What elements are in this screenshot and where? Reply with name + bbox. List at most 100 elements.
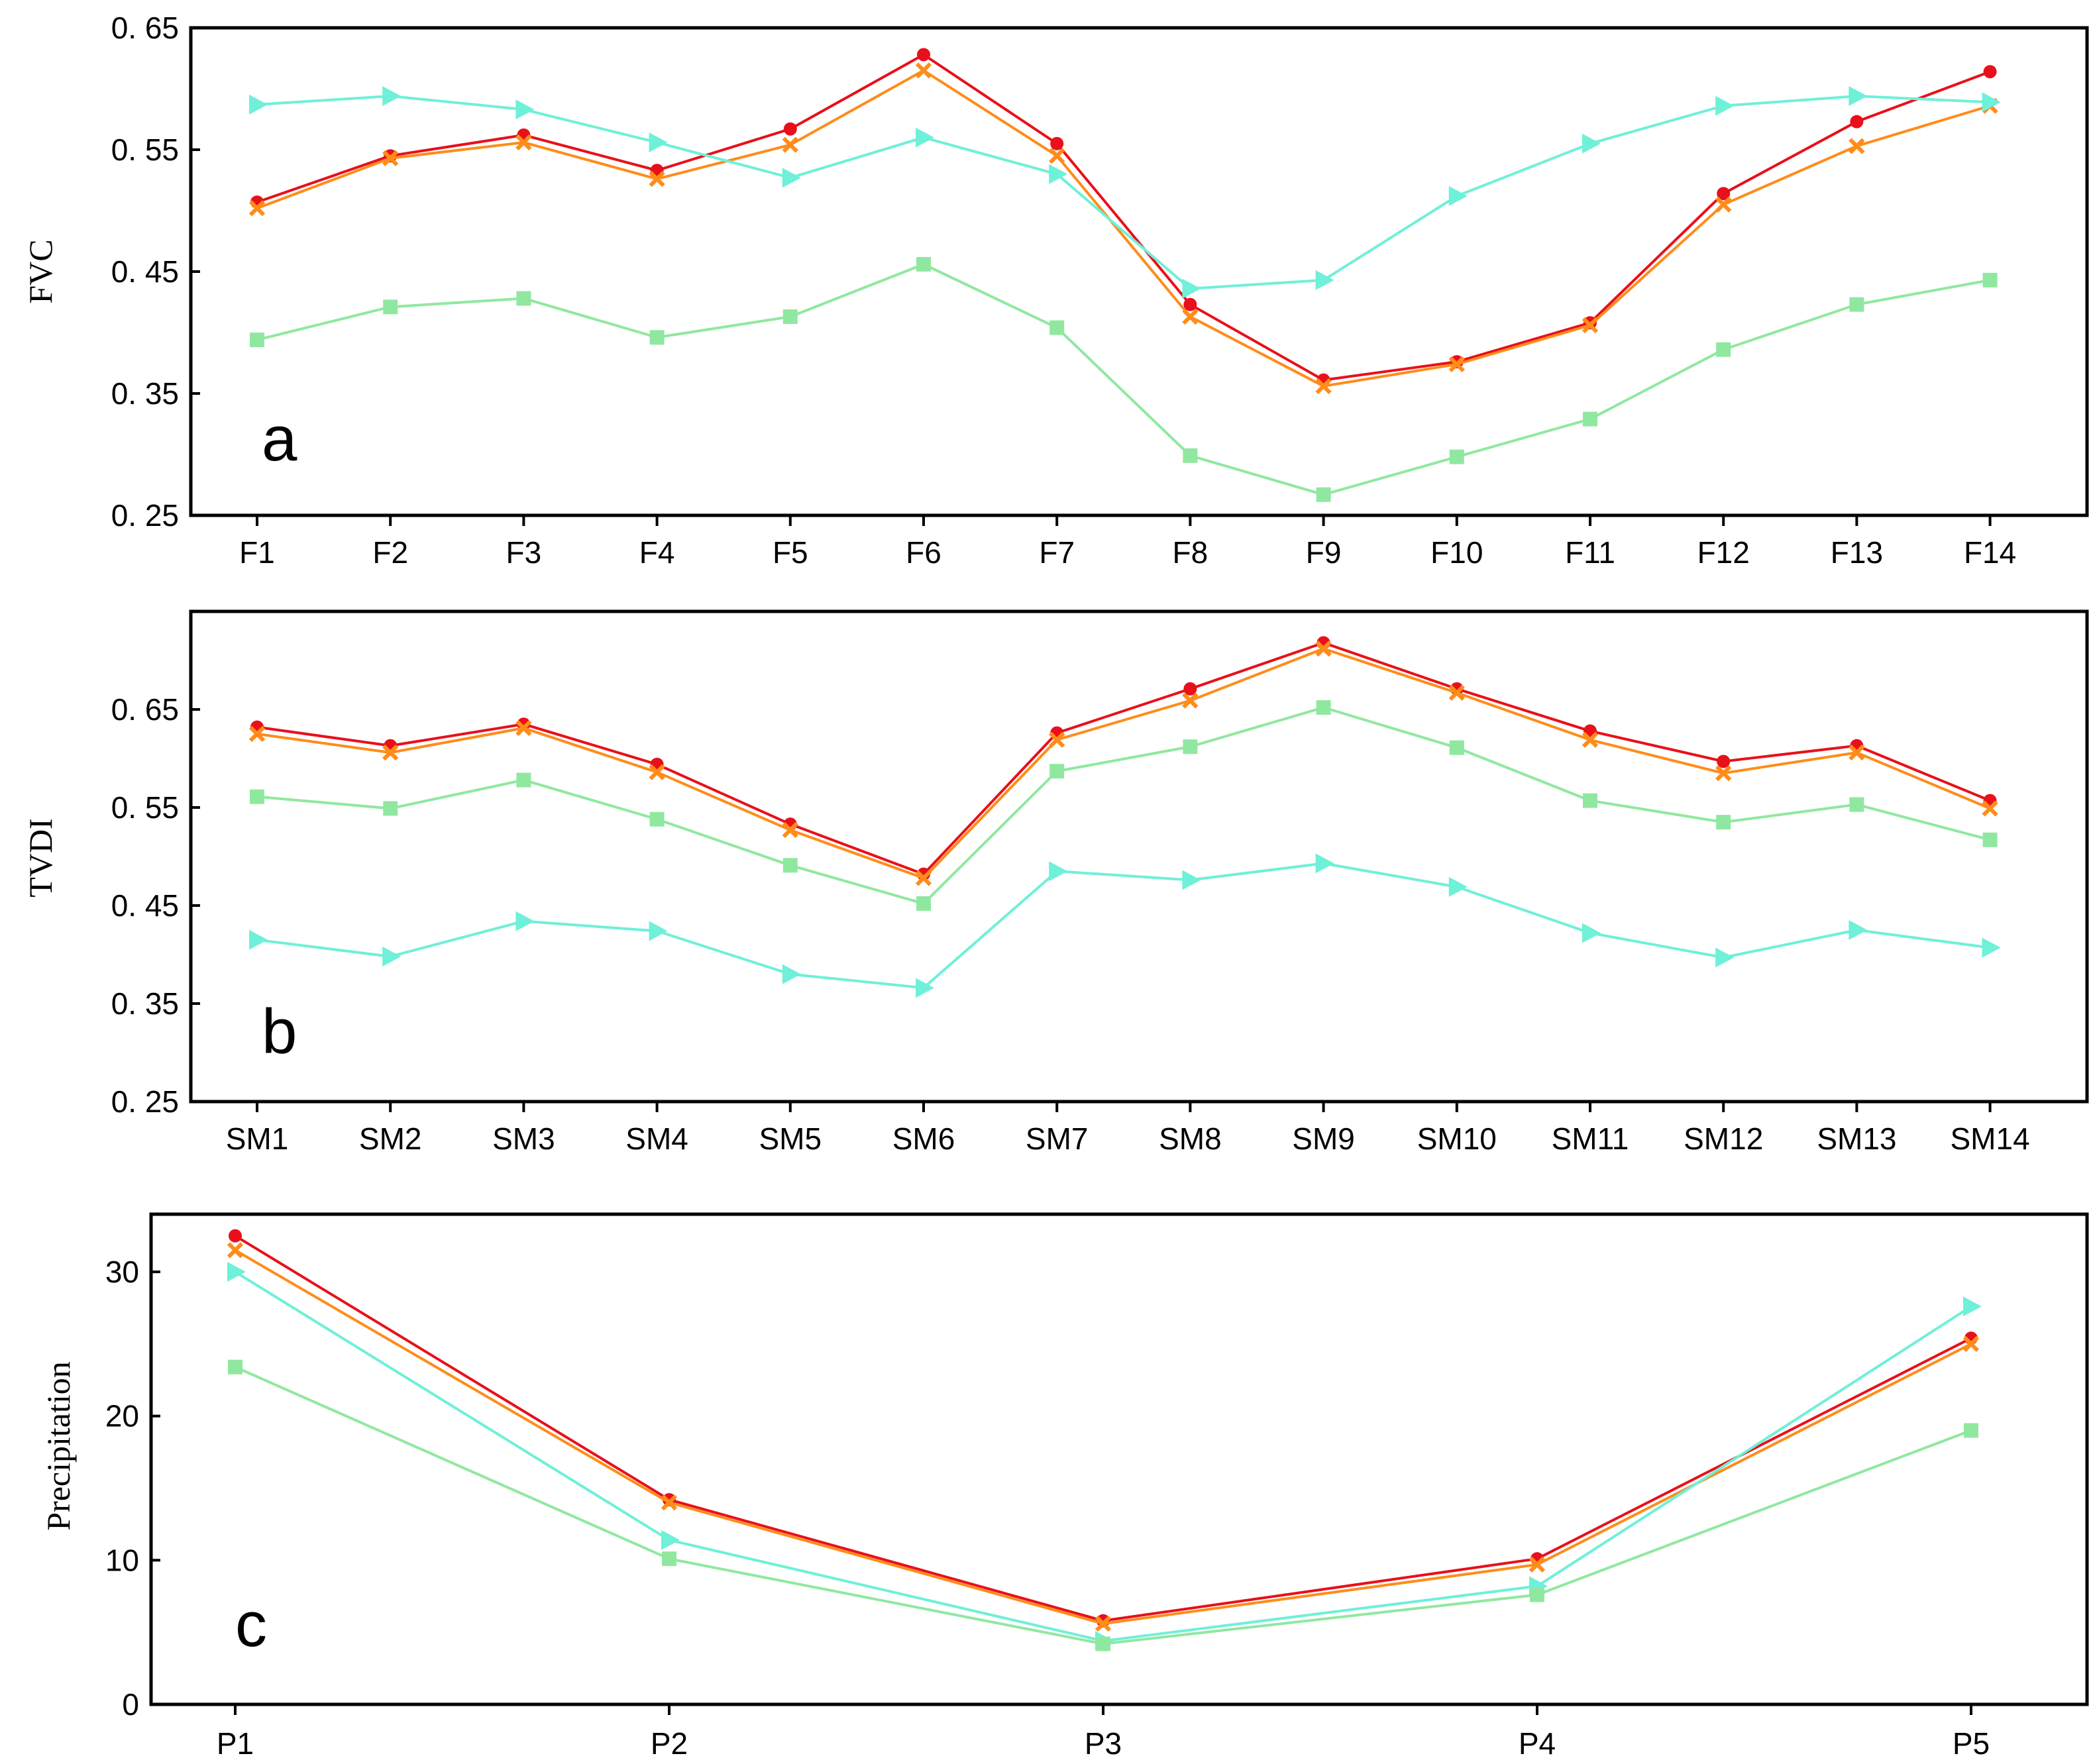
panel-a-point-orange-x (649, 171, 665, 187)
panel-a-series-line-red-circle (256, 53, 1991, 382)
panel-a-point-orange-x (382, 150, 399, 167)
panel-a-point-cyan-triangle (1849, 86, 1868, 107)
panel-c-plot: 0 10 20 30 P1 P2 P3 P4 P5 (105, 1229, 1990, 1761)
panel-b-xtick-label: SM11 (1552, 1121, 1629, 1156)
panel-a-point-cyan-triangle (1182, 278, 1201, 299)
panel-a-ytick-label: 0. 65 (111, 11, 179, 45)
panel-b-point-green-square (916, 896, 931, 911)
panel-a-point-orange-x (915, 62, 932, 79)
panel-a-point-green-square (1583, 411, 1597, 427)
panel-b-point-cyan-triangle (1315, 853, 1334, 874)
panel-c-point-cyan-triangle (661, 1530, 680, 1550)
panel-a-point-green-square (782, 309, 798, 325)
panel-a-point-green-square (1982, 272, 1998, 287)
panel-a-ytick-label: 0. 35 (111, 376, 179, 411)
panel-c-ylabel: Precipitation (40, 1361, 77, 1531)
panel-a-point-cyan-triangle (515, 99, 535, 120)
panel-b-xtick-label: SM9 (1292, 1121, 1355, 1156)
panel-c-xtick-label: P2 (651, 1726, 688, 1761)
panel-a-point-cyan-triangle (1049, 164, 1068, 184)
panel-a-plot: 0. 25 0. 35 0. 45 0. 55 0. 65 F1 F2 F3 F4 F5 F6 F7 F… (111, 11, 2017, 570)
panel-a-point-orange-x (1582, 317, 1599, 334)
panel-b-point-green-square (250, 789, 264, 804)
panel-b-ytick-label: 0. 35 (111, 986, 179, 1021)
panel-b-series-line-cyan-triangle (256, 862, 1990, 990)
panel-b-point-orange-x (1715, 765, 1732, 782)
panel-c-point-orange-x (227, 1242, 244, 1259)
panel-b-point-cyan-triangle (1182, 870, 1201, 890)
panel-b-point-cyan-triangle (916, 978, 934, 998)
panel-a-point-cyan-triangle (1448, 185, 1468, 206)
panel-b-xtick-label: SM6 (892, 1121, 955, 1156)
panel-a-point-green-square (383, 299, 398, 315)
panel-a-point-green-square (1716, 342, 1731, 357)
panel-c-xtick-label: P4 (1519, 1726, 1556, 1761)
panel-c-point-orange-x (1095, 1615, 1112, 1632)
panel-b-point-cyan-triangle (249, 929, 268, 950)
panel-a: FVC a 0. 25 0. 35 0. 45 0. 55 0. 65 F1 F2 F3 F4 F… (22, 11, 2089, 570)
panel-a-point-red-circle (1183, 297, 1197, 311)
panel-c-ytick-label: 20 (105, 1399, 139, 1433)
panel-c-point-green-square (662, 1551, 676, 1567)
panel-a-point-green-square (916, 256, 931, 272)
panel-b-xtick-label: SM7 (1026, 1121, 1089, 1156)
panel-b-point-green-square (1183, 739, 1198, 754)
panel-b-xtick-label: SM13 (1817, 1121, 1896, 1156)
panel-b-ytick-label: 0. 45 (111, 888, 179, 923)
panel-b-point-orange-x (782, 821, 798, 839)
panel-a-xtick-label: F6 (906, 535, 941, 570)
panel-a-ylabel: FVC (22, 239, 59, 303)
panel-b-point-orange-x (515, 719, 532, 737)
panel-b-point-red-circle (1717, 754, 1731, 768)
panel-c-point-orange-x (661, 1494, 678, 1511)
panel-b-point-cyan-triangle (382, 946, 402, 966)
panel-a-point-red-circle (1850, 115, 1864, 129)
panel-b-point-green-square (1316, 700, 1331, 715)
panel-a-point-orange-x (782, 136, 798, 153)
panel-c-ytick-label: 10 (105, 1543, 139, 1577)
panel-b-point-orange-x (248, 725, 266, 743)
panel-b-point-orange-x (915, 870, 932, 886)
panel-a-point-orange-x (1448, 356, 1465, 372)
panel-c-ytick-label: 0 (122, 1687, 139, 1722)
panel-b-point-orange-x (1182, 692, 1199, 709)
panel-a-point-green-square (1183, 448, 1198, 463)
panel-b-ylabel: TVDI (22, 818, 59, 897)
panel-a-point-cyan-triangle (1715, 95, 1735, 116)
panel-b-point-cyan-triangle (1715, 947, 1735, 968)
panel-a-point-green-square (1316, 487, 1331, 502)
panel-b-point-red-circle (1183, 682, 1197, 696)
panel-c-xtick-label: P5 (1953, 1726, 1990, 1761)
panel-c-frame (149, 1212, 2089, 1706)
panel-b-point-green-square (1982, 832, 1998, 847)
panel-c-point-orange-x (1529, 1556, 1546, 1573)
panel-b-point-cyan-triangle (1849, 920, 1868, 940)
panel-a-ytick-label: 0. 45 (111, 254, 179, 289)
panel-c-ytick-label: 30 (105, 1255, 139, 1289)
panel-c-point-cyan-triangle (227, 1262, 246, 1282)
panel-c-point-green-square (1964, 1423, 1978, 1438)
panel-a-point-red-circle (783, 122, 797, 136)
panel-a-point-cyan-triangle (1315, 270, 1334, 290)
panel-a-point-orange-x (1849, 138, 1865, 154)
panel-c-letter: c (235, 1589, 267, 1660)
panel-b-point-green-square (1849, 797, 1864, 812)
panel-b-point-cyan-triangle (1049, 861, 1068, 882)
panel-c-xtick-label: P3 (1085, 1726, 1122, 1761)
panel-b-xtick-label: SM8 (1159, 1121, 1222, 1156)
panel-a-point-cyan-triangle (1982, 92, 2001, 113)
panel-b-point-orange-x (1582, 731, 1599, 749)
panel-a-point-cyan-triangle (782, 168, 801, 188)
panel-a-xtick-label: F12 (1697, 535, 1750, 570)
panel-b-point-green-square (1049, 764, 1065, 779)
panel-a-point-green-square (1849, 297, 1864, 312)
panel-c-point-green-square (1096, 1636, 1110, 1651)
panel-a-series-line-orange-x (256, 69, 1991, 388)
panel-b-point-cyan-triangle (515, 911, 535, 931)
panel-a-xtick-label: F9 (1306, 535, 1342, 570)
panel-c-point-green-square (1530, 1587, 1544, 1602)
panel-a-point-green-square (1049, 320, 1065, 335)
panel-b-xtick-label: SM14 (1951, 1121, 2030, 1156)
panel-b-plot: 0. 25 0. 35 0. 45 0. 55 0. 65 SM1 SM2 SM3 SM4 SM5… (111, 636, 2030, 1156)
panel-b-point-green-square (782, 858, 798, 873)
